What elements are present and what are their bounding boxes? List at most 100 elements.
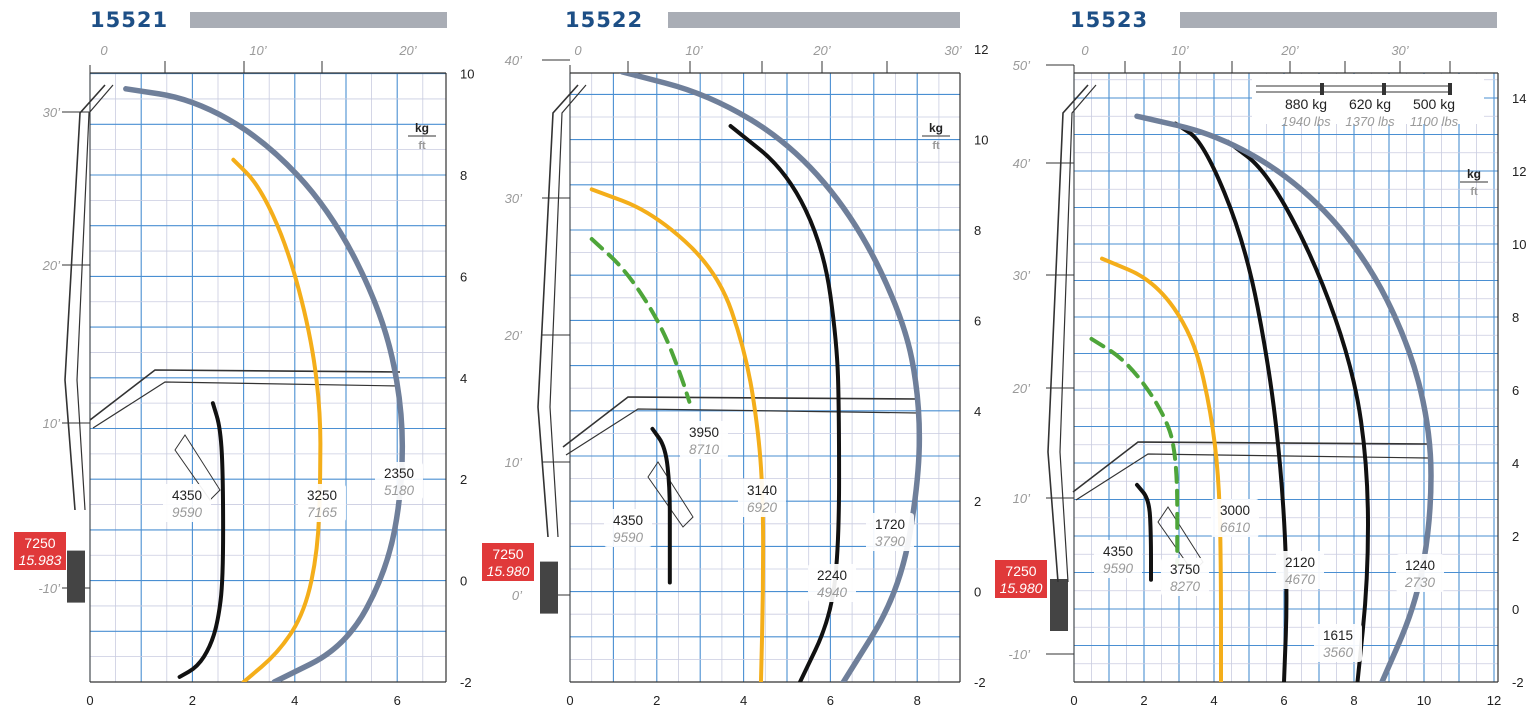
crane-jib (174, 434, 221, 501)
crane-base (67, 550, 85, 603)
ft-y-tick-label: 30’ (1013, 268, 1031, 283)
ft-y-tick-label: 10’ (43, 416, 61, 431)
curve-label-lbs: 4670 (1285, 572, 1316, 587)
x-tick-label: 6 (1280, 693, 1287, 708)
y-tick-label: 4 (1512, 456, 1519, 471)
x-tick-label: 0 (566, 693, 573, 708)
curve-label-lbs: 8270 (1170, 579, 1201, 594)
load-curve-3000 (1100, 256, 1223, 682)
curves-group (1089, 113, 1434, 682)
legend-bg (1252, 74, 1484, 124)
legend-tick (1382, 83, 1386, 95)
unit-ft: ft (418, 140, 426, 152)
curve-label-lbs: 4940 (817, 585, 848, 600)
label-bg (375, 462, 423, 500)
curve-label-lbs: 9590 (1103, 561, 1134, 576)
y-tick-label: 8 (1512, 310, 1519, 325)
x-tick-label: 6 (394, 693, 401, 708)
title-bar (1180, 12, 1497, 28)
y-tick-label: 0 (460, 574, 467, 589)
unit-kg: kg (1467, 167, 1481, 181)
curve-label-kg: 3750 (1170, 562, 1200, 577)
y-tick-label: 6 (1512, 383, 1519, 398)
curve-label-lbs: 6920 (747, 500, 778, 515)
curve-label-lbs: 9590 (172, 505, 203, 520)
curve-label-kg: 2120 (1285, 555, 1315, 570)
y-tick-label: -2 (460, 675, 472, 690)
legend-kg: 500 kg (1413, 96, 1455, 112)
y-tick-label: 6 (974, 313, 981, 328)
chart-title: 15521 (90, 8, 168, 32)
y-tick-label: 8 (974, 223, 981, 238)
crane-base (1050, 579, 1068, 631)
label-bg (866, 513, 914, 551)
label-bg (738, 479, 786, 517)
curve-label-kg: 3250 (307, 488, 337, 503)
crane-mast (537, 84, 579, 538)
x-tick-label: 10 (1417, 693, 1431, 708)
y-tick-label: 10 (1512, 237, 1526, 252)
legend-lbs: 1100 lbs (1410, 114, 1459, 129)
ft-x-tick-label: 0 (574, 43, 582, 58)
load-curve-1615 (1226, 139, 1370, 682)
curve-label-kg: 1240 (1405, 558, 1435, 573)
curve-label-kg: 1615 (1323, 628, 1353, 643)
y-tick-label: 2 (974, 494, 981, 509)
base-badge-lb: 15.980 (1000, 580, 1043, 596)
chart-title: 15522 (565, 8, 643, 32)
label-bg (1396, 554, 1444, 592)
ft-y-tick-label: 40’ (505, 53, 523, 68)
curve-label-lbs: 3790 (875, 534, 906, 549)
y-tick-label: 0 (1512, 602, 1519, 617)
y-tick-label: 8 (460, 168, 467, 183)
chart-title: 15523 (1070, 8, 1148, 32)
y-tick-label: 10 (974, 133, 988, 148)
legend-lbs: 1940 lbs (1281, 114, 1331, 129)
crane-boom (89, 369, 401, 421)
y-tick-label: 12 (1512, 164, 1526, 179)
legend-tick (1448, 83, 1452, 95)
ft-y-tick-label: 20’ (42, 258, 61, 273)
curves-group (123, 86, 406, 682)
x-tick-label: 4 (740, 693, 747, 708)
unit-ft: ft (932, 140, 940, 152)
ft-y-tick-label: 40’ (1013, 156, 1031, 171)
curve-label-lbs: 9590 (613, 530, 644, 545)
unit-kg: kg (929, 121, 943, 135)
curve-label-lbs: 3560 (1323, 645, 1354, 660)
y-tick-label: 2 (1512, 529, 1519, 544)
x-tick-label: 0 (86, 693, 93, 708)
y-tick-label: 0 (974, 585, 981, 600)
curves-group (589, 73, 923, 682)
ft-x-tick-label: 20’ (398, 43, 417, 58)
crane-boom-edge (92, 381, 401, 429)
base-badge-lb: 15.983 (19, 552, 62, 568)
x-tick-label: 8 (1350, 693, 1357, 708)
x-tick-label: 4 (1210, 693, 1217, 708)
ft-y-tick-label: 50’ (1013, 58, 1031, 73)
x-tick-label: 4 (291, 693, 298, 708)
legend-kg: 880 kg (1285, 96, 1327, 112)
x-tick-label: 12 (1487, 693, 1501, 708)
load-curve-3750 (1089, 336, 1180, 568)
x-tick-label: 0 (1070, 693, 1077, 708)
x-tick-label: 2 (189, 693, 196, 708)
crane-mast (64, 84, 106, 511)
label-bg (1094, 540, 1142, 578)
x-tick-label: 2 (653, 693, 660, 708)
ft-y-tick-label: 10’ (505, 455, 523, 470)
ft-y-tick-label: 10’ (1013, 491, 1031, 506)
x-tick-label: 2 (1140, 693, 1147, 708)
crane-base (540, 561, 558, 614)
ft-y-tick-label: 0’ (512, 588, 523, 603)
ft-x-tick-label: 10’ (685, 43, 703, 58)
curve-label-lbs: 7165 (307, 505, 338, 520)
unit-kg: kg (415, 121, 429, 135)
load-curve-3250 (231, 157, 323, 682)
load-curve-2350 (123, 86, 406, 682)
ft-x-tick-label: 10’ (1171, 43, 1189, 58)
ft-y-tick-label: 30’ (505, 191, 523, 206)
load-curve-4350 (650, 426, 672, 585)
base-badge (482, 543, 534, 581)
